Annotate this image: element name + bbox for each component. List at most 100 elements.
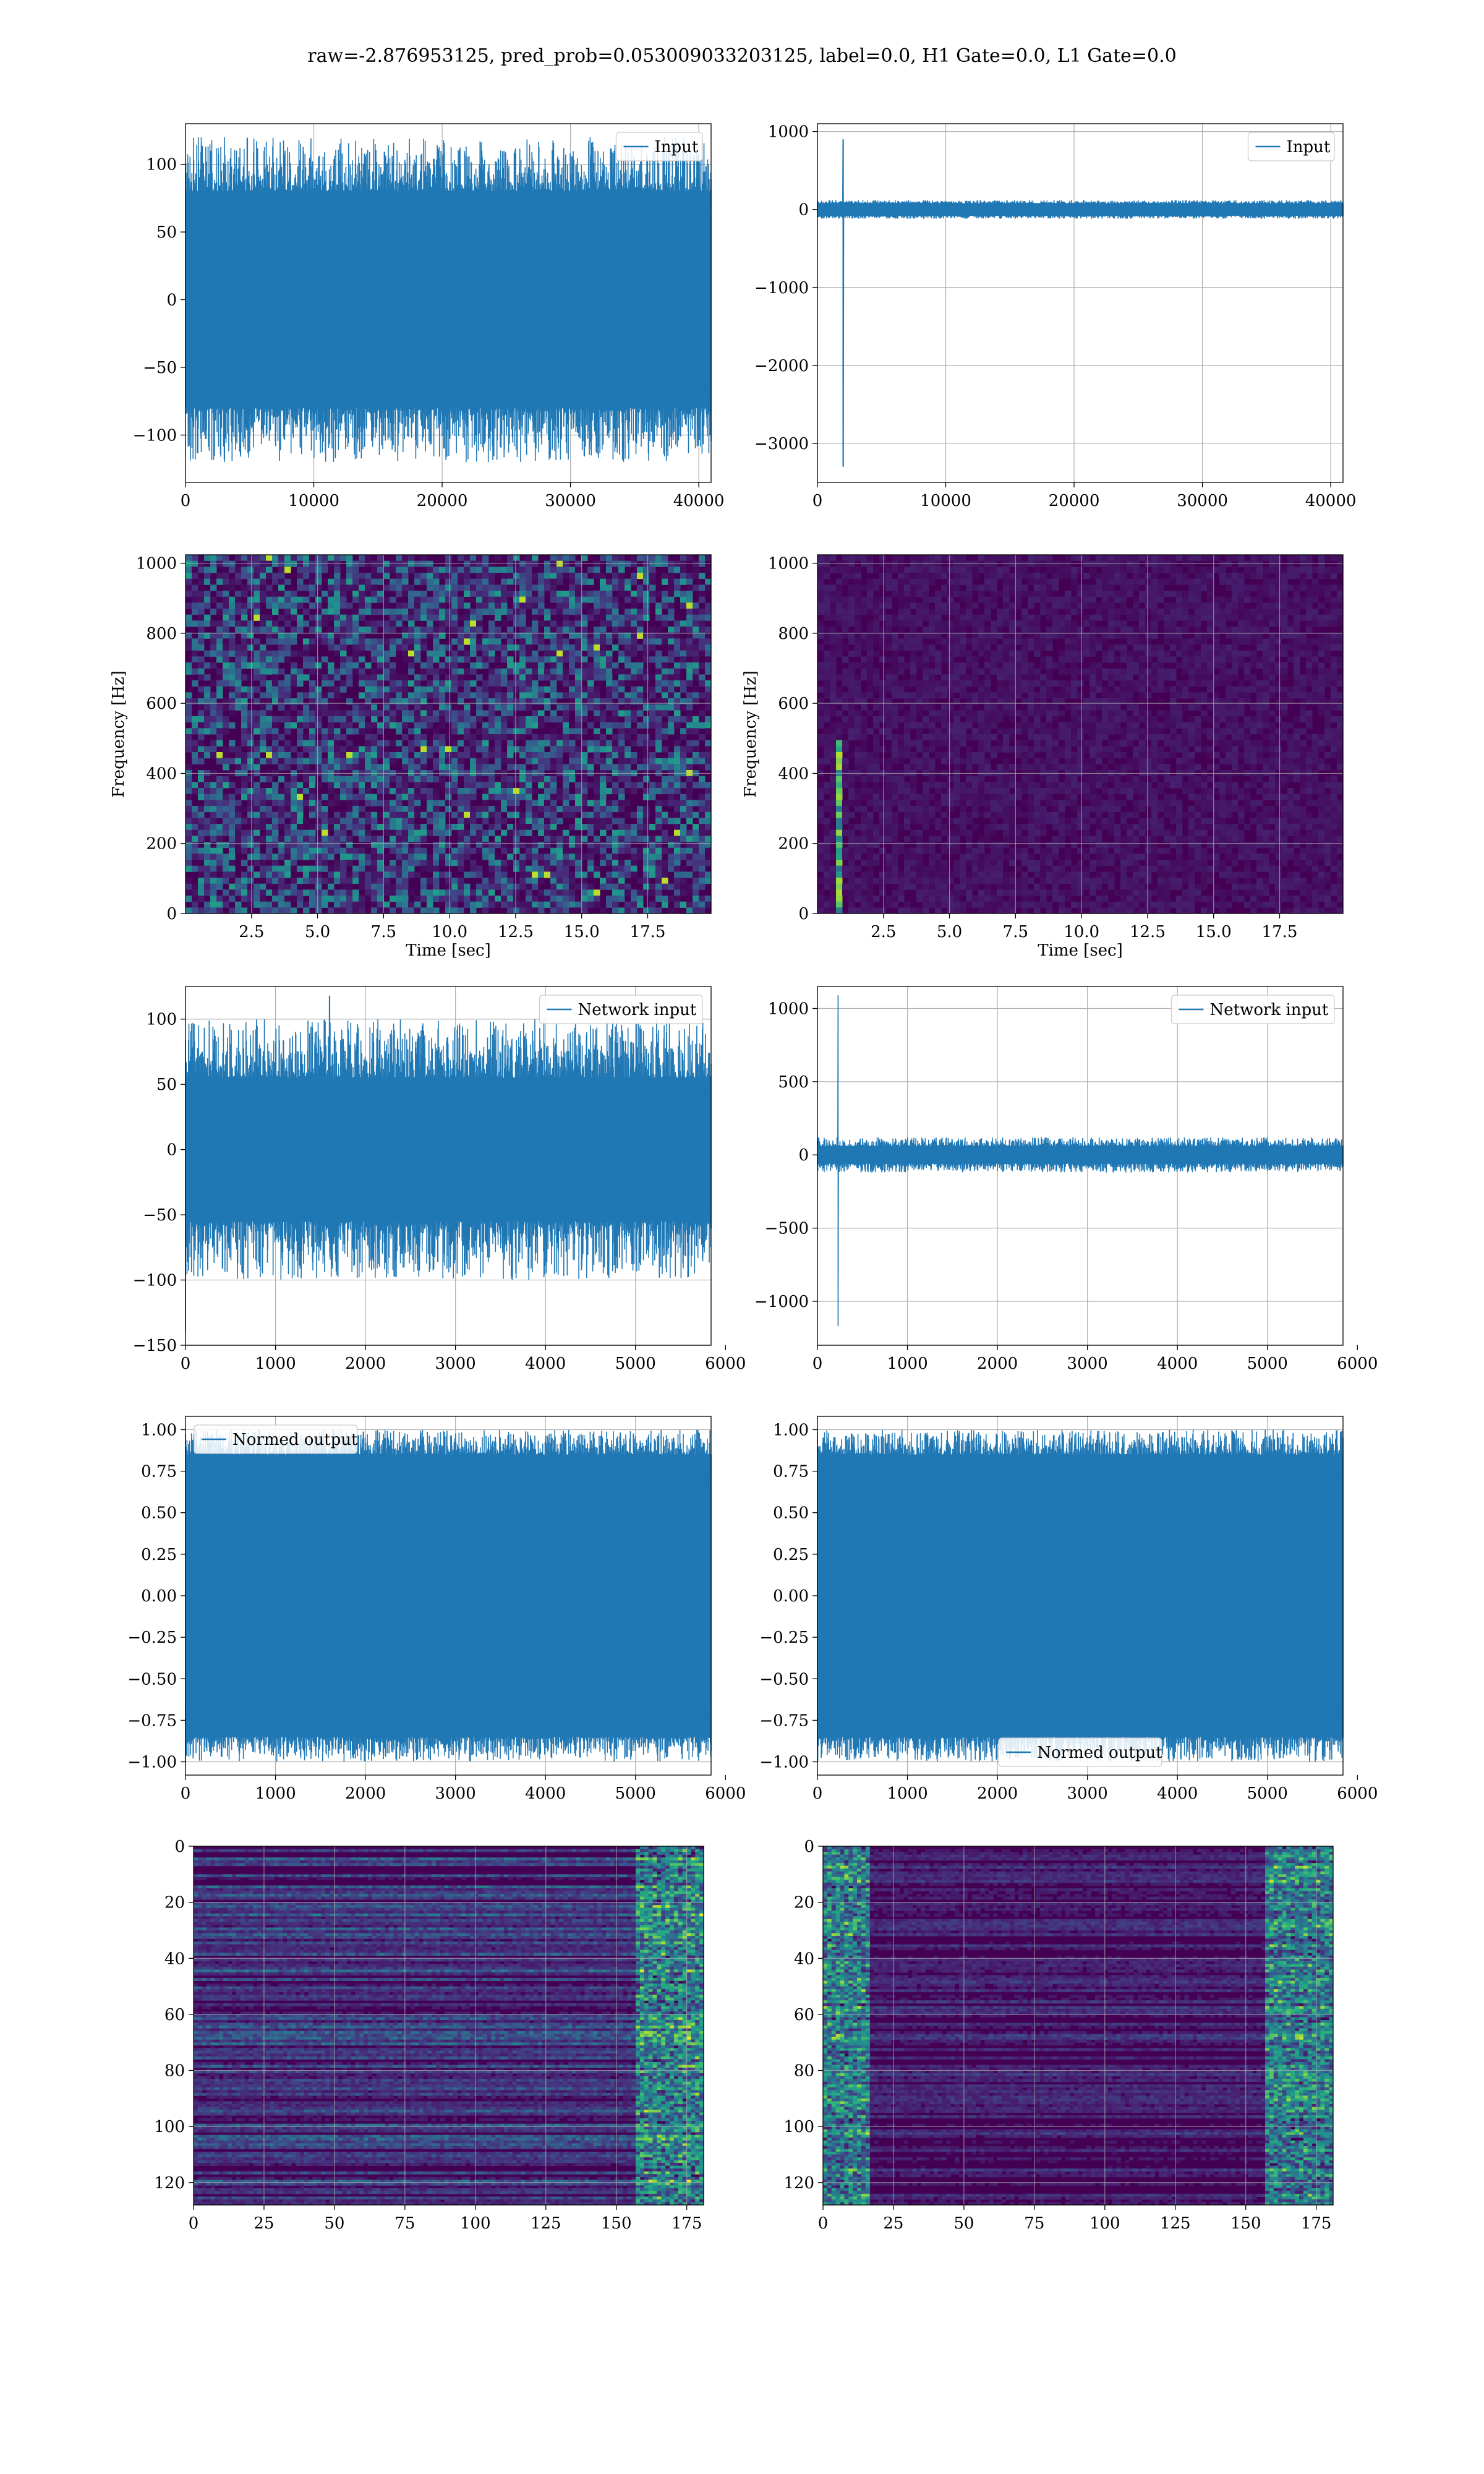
- x-tick-label: 1000: [887, 1784, 927, 1803]
- y-tick-label: −100: [133, 426, 177, 445]
- x-tick-label: 12.5: [1130, 923, 1166, 941]
- x-tick-label: 0: [181, 1355, 191, 1373]
- x-tick-label: 0: [189, 2214, 199, 2233]
- x-tick-label: 75: [394, 2214, 415, 2233]
- x-tick-label: 2000: [977, 1355, 1018, 1373]
- axes-frame: [817, 123, 1344, 483]
- x-tick-label: 6000: [705, 1355, 746, 1373]
- y-tick-label: 100: [146, 1011, 177, 1029]
- heatmap-image: [186, 555, 711, 914]
- x-tick-label: 50: [953, 2214, 974, 2233]
- x-tick-label: 100: [1090, 2214, 1120, 2233]
- y-tick-label: 50: [156, 223, 177, 242]
- subplot-row3-left: 0 1000 2000 3000 4000 5000 6000 100 50 0 −50 −100 −1…: [133, 986, 746, 1373]
- y-tick-label: 0: [798, 905, 809, 923]
- x-tick-label: 0: [812, 1355, 823, 1373]
- y-tick-label: 20: [794, 1894, 814, 1912]
- x-tick-label: 3000: [1067, 1355, 1108, 1373]
- figure-title: raw=-2.876953125, pred_prob=0.0530090332…: [307, 45, 1176, 67]
- y-tick-label: 1.00: [141, 1421, 177, 1439]
- x-tick-label: 2000: [345, 1784, 386, 1803]
- x-tick-label: 125: [531, 2214, 561, 2233]
- y-tick-label: −1000: [754, 279, 809, 297]
- y-tick-label: 1.00: [773, 1421, 809, 1439]
- y-tick-label: 0: [798, 201, 809, 220]
- x-tick-label: 1000: [887, 1355, 927, 1373]
- x-tick-label: 12.5: [498, 923, 534, 941]
- y-tick-label: 200: [778, 835, 809, 854]
- x-tick-label: 150: [601, 2214, 632, 2233]
- legend-label: Network input: [1210, 1001, 1329, 1019]
- y-tick-label: −0.50: [127, 1670, 177, 1689]
- x-tick-label: 2000: [977, 1784, 1018, 1803]
- y-tick-label: −1.00: [759, 1753, 809, 1772]
- series-band: [817, 203, 1343, 215]
- legend-box: [998, 1737, 1162, 1767]
- y-tick-label: −500: [765, 1220, 809, 1238]
- y-tick-label: 0.00: [773, 1587, 809, 1606]
- y-tick-label: −0.75: [127, 1711, 177, 1730]
- x-tick-label: 40000: [1305, 492, 1357, 510]
- y-tick-label: 200: [146, 835, 177, 854]
- x-tick-label: 17.5: [630, 923, 666, 941]
- x-tick-label: 4000: [1157, 1355, 1198, 1373]
- x-tick-label: 3000: [435, 1355, 476, 1373]
- axes-frame: [817, 986, 1344, 1346]
- x-tick-label: 5000: [615, 1784, 656, 1803]
- x-tick-label: 150: [1230, 2214, 1261, 2233]
- legend-label: Normed output: [1037, 1744, 1162, 1762]
- axes-frame: [193, 1846, 704, 2206]
- y-tick-label: 600: [146, 695, 177, 713]
- y-tick-label: 0.25: [773, 1546, 809, 1564]
- x-tick-label: 6000: [1337, 1784, 1378, 1803]
- y-tick-label: 0.00: [141, 1587, 177, 1606]
- y-tick-label: −0.25: [759, 1629, 809, 1647]
- x-tick-label: 5000: [1247, 1784, 1288, 1803]
- x-axis-label: Time [sec]: [1038, 941, 1123, 960]
- y-tick-label: 400: [146, 764, 177, 783]
- y-tick-label: −0.25: [127, 1629, 177, 1647]
- y-tick-label: 500: [778, 1073, 809, 1092]
- y-tick-label: 0: [804, 1838, 814, 1856]
- subplot-row5-right: 0 25 50 75 100 125 150 175 0 20 40 60 80 100 120: [783, 1838, 1334, 2233]
- subplot-row3-right: 0 1000 2000 3000 4000 5000 600010005000−500−10…: [754, 986, 1378, 1373]
- x-tick-label: 25: [883, 2214, 903, 2233]
- heatmap-image: [823, 1846, 1333, 2205]
- y-tick-label: 400: [778, 764, 809, 783]
- y-tick-label: 800: [146, 625, 177, 643]
- x-tick-label: 0: [181, 492, 191, 510]
- x-tick-label: 175: [672, 2214, 702, 2233]
- legend-label: Input: [655, 138, 699, 156]
- y-tick-label: 1000: [768, 123, 809, 142]
- y-tick-label: −0.50: [759, 1670, 809, 1689]
- y-tick-label: −100: [133, 1272, 177, 1290]
- axes-frame: [185, 123, 712, 483]
- x-tick-label: 3000: [1067, 1784, 1108, 1803]
- subplot-row1-right: 0 10000 20000 30000 4000010000−1000−2000−300…: [754, 123, 1356, 510]
- y-tick-label: −50: [143, 359, 177, 377]
- x-tick-label: 4000: [1157, 1784, 1198, 1803]
- x-tick-label: 175: [1301, 2214, 1332, 2233]
- legend: Network input: [539, 995, 703, 1024]
- axes-frame: [185, 986, 712, 1346]
- x-tick-label: 0: [818, 2214, 829, 2233]
- legend: Network input: [1171, 995, 1335, 1024]
- x-tick-label: 50: [324, 2214, 344, 2233]
- y-tick-label: −1.00: [127, 1753, 177, 1772]
- x-tick-label: 10.0: [432, 923, 467, 941]
- y-tick-label: 80: [794, 2062, 814, 2081]
- legend-label: Normed output: [232, 1431, 358, 1449]
- x-tick-label: 30000: [1177, 492, 1228, 510]
- y-tick-label: 0: [174, 1838, 185, 1856]
- y-tick-label: 120: [154, 2174, 185, 2193]
- y-tick-label: 1000: [768, 1000, 809, 1019]
- y-tick-label: −3000: [754, 435, 809, 453]
- series-band: [186, 1085, 711, 1214]
- legend: Normed output: [194, 1424, 358, 1454]
- x-tick-label: 4000: [525, 1784, 566, 1803]
- subplot-row4-left: 0 1000 2000 3000 4000 5000 6000 1.00 0.75 0.50 0.2…: [127, 1416, 746, 1803]
- y-tick-label: −150: [133, 1337, 177, 1355]
- heatmap-image: [194, 1846, 704, 2205]
- x-tick-label: 125: [1160, 2214, 1191, 2233]
- y-tick-label: 60: [164, 2006, 185, 2024]
